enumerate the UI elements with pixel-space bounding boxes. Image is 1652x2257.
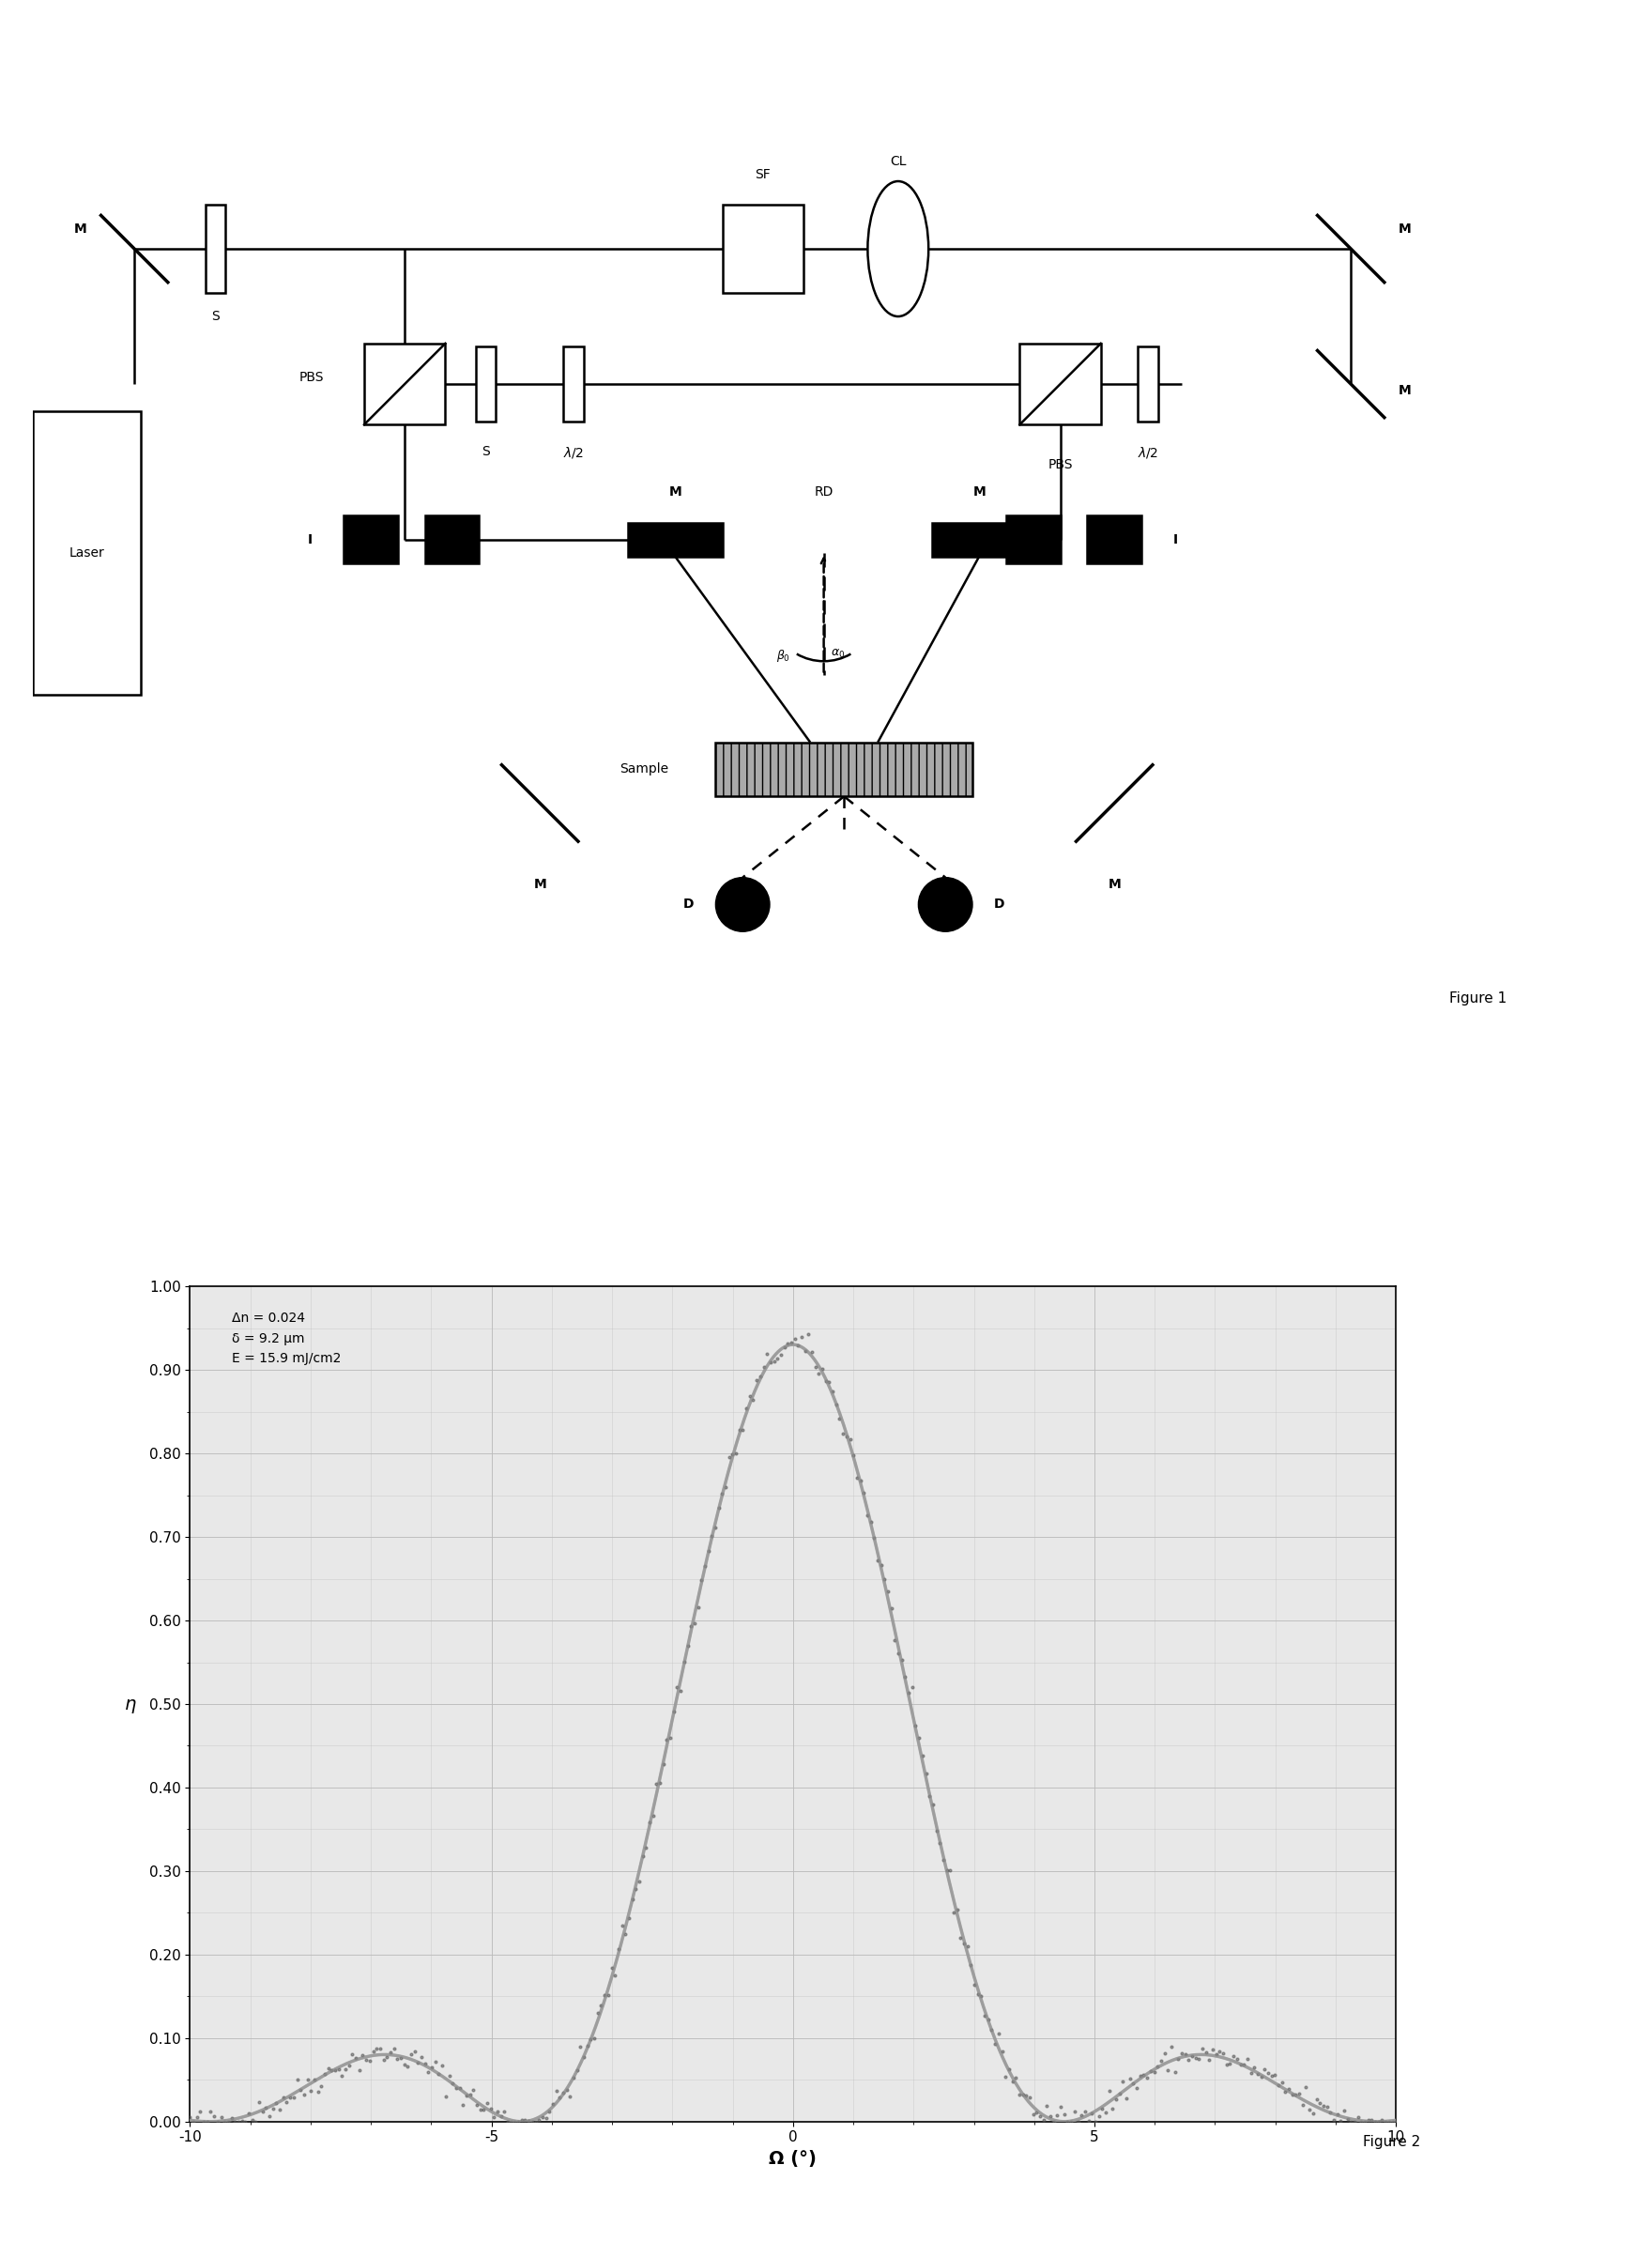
Text: I: I [307,533,312,546]
Bar [628,524,722,557]
Text: RD: RD [814,485,833,499]
Text: $\alpha_0$: $\alpha_0$ [831,648,844,659]
Text: Figure 1: Figure 1 [1449,991,1507,1007]
Text: $\lambda$/2: $\lambda$/2 [1138,445,1158,460]
Text: I: I [1173,533,1178,546]
Bar [344,517,398,564]
Bar [425,517,479,564]
Text: Sample: Sample [620,763,669,776]
Text: Figure 2: Figure 2 [1363,2135,1421,2149]
Text: Laser: Laser [69,546,104,560]
Text: CL: CL [890,153,907,167]
Text: $\beta_0$: $\beta_0$ [776,648,790,664]
Circle shape [919,878,973,932]
Text: D: D [684,898,694,912]
Bar [205,205,226,293]
Text: PBS: PBS [1047,458,1072,472]
Text: S: S [482,445,491,458]
Bar [33,411,140,695]
Bar [363,343,446,424]
Bar [932,524,1026,557]
Text: M: M [669,485,682,499]
Ellipse shape [867,181,928,316]
Bar [563,348,583,422]
Text: M: M [973,485,986,499]
Text: M: M [1108,878,1120,892]
Circle shape [715,878,770,932]
Text: D: D [995,898,1004,912]
Text: Δn = 0.024
δ = 9.2 μm
E = 15.9 mJ/cm2: Δn = 0.024 δ = 9.2 μm E = 15.9 mJ/cm2 [233,1311,342,1365]
Bar [722,205,803,293]
Bar [1019,343,1100,424]
Y-axis label: η: η [126,1695,137,1713]
X-axis label: Ω (°): Ω (°) [770,2151,816,2167]
Text: M: M [534,878,547,892]
Text: SF: SF [755,167,771,181]
Bar [1087,517,1142,564]
Text: M: M [1399,384,1411,397]
Text: PBS: PBS [299,370,324,384]
Bar [476,348,496,422]
Text: M: M [1399,221,1411,235]
Text: S: S [211,309,220,323]
Bar [1138,348,1158,422]
Text: M: M [74,221,88,235]
Bar [1006,517,1061,564]
Text: $\lambda$/2: $\lambda$/2 [563,445,585,460]
Bar [715,743,973,797]
